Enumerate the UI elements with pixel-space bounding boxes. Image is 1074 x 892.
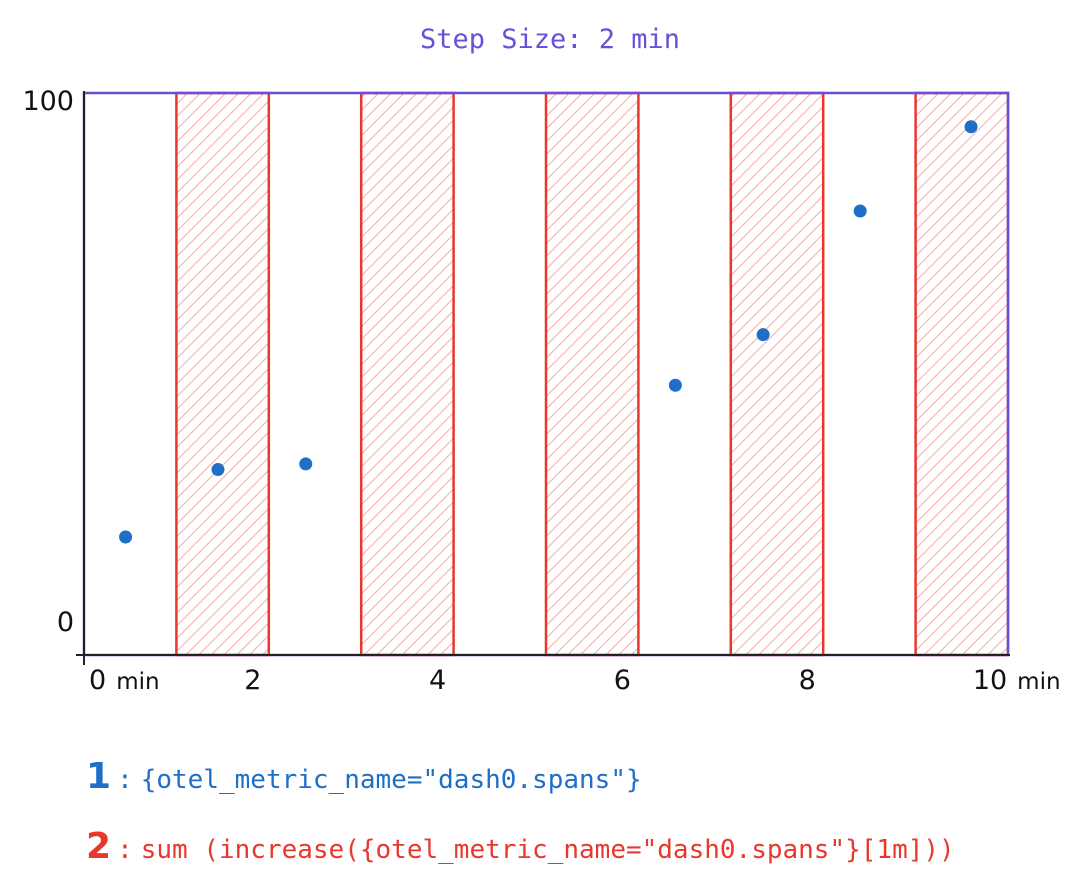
x-tick-unit-10: min — [1017, 669, 1060, 695]
data-point-2 — [211, 463, 225, 477]
x-tick-label-6: 6 — [614, 665, 631, 696]
x-tick-label-8: 8 — [799, 665, 816, 696]
data-points — [119, 120, 978, 544]
y-tick-label-100: 100 — [22, 86, 74, 117]
legend-number-2: 2 — [86, 826, 112, 867]
x-tick-unit-0: min — [116, 669, 159, 695]
x-axis-ticks: 0 min 2 4 6 8 10 min — [89, 665, 1061, 696]
window-bands — [175, 91, 1010, 657]
data-point-5 — [756, 328, 770, 342]
y-tick-label-0: 0 — [57, 607, 74, 638]
y-axis-ticks: 0 100 — [22, 86, 74, 638]
data-point-7 — [964, 120, 978, 134]
window-band-5 — [914, 91, 1010, 657]
chart-title: Step Size: 2 min — [420, 24, 680, 55]
window-band-2 — [359, 91, 455, 657]
legend-number-1: 1 — [86, 756, 112, 797]
x-tick-label-2: 2 — [244, 665, 261, 696]
legend-query-2: 2 : sum (increase({otel_metric_name="das… — [86, 826, 955, 867]
x-tick-label-0: 0 — [89, 665, 106, 696]
legend-colon-2: : — [117, 835, 133, 865]
legend-colon-1: : — [117, 765, 133, 795]
x-tick-label-4: 4 — [429, 665, 446, 696]
legend-expression-1: {otel_metric_name="dash0.spans"} — [140, 765, 642, 795]
x-tick-label-10: 10 — [973, 665, 1007, 696]
data-point-1 — [119, 530, 133, 544]
window-band-3 — [544, 91, 640, 657]
plot-frame — [76, 91, 1010, 665]
data-point-6 — [853, 204, 867, 218]
window-band-1 — [175, 91, 271, 657]
legend-expression-2: sum (increase({otel_metric_name="dash0.s… — [140, 835, 955, 865]
data-point-3 — [299, 457, 313, 471]
data-point-4 — [668, 378, 682, 392]
window-band-4 — [729, 91, 825, 657]
legend-query-1: 1 : {otel_metric_name="dash0.spans"} — [86, 756, 642, 797]
